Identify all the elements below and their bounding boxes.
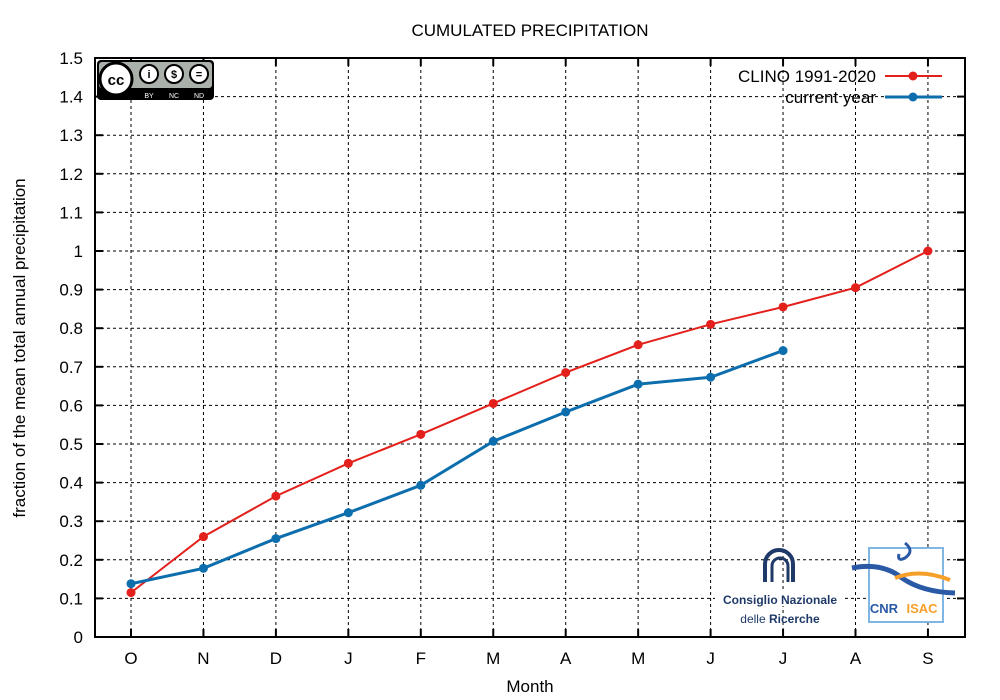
y-tick-label: 1.1 [59,203,83,222]
legend-label: CLINO 1991-2020 [738,67,876,86]
y-axis-label: fraction of the mean total annual precip… [10,178,29,517]
data-point [126,588,136,598]
svg-text:NC: NC [169,93,179,100]
y-tick-label: 1 [74,242,83,261]
svg-text:BY: BY [144,93,154,100]
x-tick-label: J [706,649,715,668]
data-point [343,508,353,518]
series-line-0 [130,250,929,594]
cc-license-logo: cc i $ = BY NC ND [97,60,214,100]
data-point [923,246,933,256]
grid [95,58,965,637]
cnr-logo: Consiglio Nazionale delle Ricerche [715,548,845,626]
y-tick-label: 0.1 [59,589,83,608]
y-tick-label: 0.7 [59,358,83,377]
series [126,246,933,598]
y-tick-label: 1.2 [59,165,83,184]
y-tick-label: 0.5 [59,435,83,454]
x-tick-label: S [922,649,933,668]
data-point [561,368,571,378]
x-tick-label: F [416,649,426,668]
x-tick-label: A [560,649,572,668]
svg-text:Consiglio Nazionale: Consiglio Nazionale [723,593,837,607]
data-point [416,429,426,439]
y-tick-label: 1.3 [59,126,83,145]
y-tick-label: 0.4 [59,474,83,493]
x-tick-label: J [344,649,353,668]
isac-logo: CNR ISAC [851,541,956,623]
svg-text:$: $ [171,69,177,81]
data-point [416,480,426,490]
y-tick-label: 0.9 [59,281,83,300]
legend-label: current year [785,88,876,107]
x-axis-label: Month [506,677,553,696]
data-point [271,534,281,544]
y-tick-label: 0.6 [59,396,83,415]
data-point [706,319,716,329]
x-tick-label: J [779,649,788,668]
data-point [126,579,136,589]
data-point [488,436,498,446]
svg-text:=: = [196,69,202,81]
svg-text:i: i [147,69,150,81]
y-tick-label: 0.2 [59,551,83,570]
data-point [633,379,643,389]
data-point [198,532,208,542]
svg-text:cc: cc [108,72,125,89]
legend: CLINO 1991-2020 current year [738,67,942,107]
series-line-1 [130,349,784,586]
data-point [778,302,788,312]
chart-title: CUMULATED PRECIPITATION [411,21,648,40]
y-tick-label: 0 [74,628,83,647]
y-tick-label: 1.5 [59,49,83,68]
data-point [851,283,860,293]
data-point [198,563,208,573]
svg-text:CNR: CNR [870,601,899,616]
x-tick-label: N [197,649,209,668]
x-tick-label: M [631,649,645,668]
x-tick-label: M [486,649,500,668]
data-point [778,346,788,356]
data-point [488,398,498,408]
plot-frame [94,57,966,638]
y-tick-label: 1.4 [59,88,83,107]
axis-ticks: 0 0.1 0.2 0.3 0.4 0.5 0.6 0.7 0.8 0.9 1 1.1 1.2 1.3 1.… [59,49,965,668]
x-tick-label: O [124,649,137,668]
legend-marker [908,71,918,81]
y-tick-label: 0.3 [59,512,83,531]
svg-text:ISAC: ISAC [906,601,938,616]
data-point [271,491,281,501]
svg-text:delle Ricerche: delle Ricerche [740,612,820,626]
legend-marker [908,92,918,102]
svg-text:ND: ND [194,93,204,100]
data-point [706,372,716,382]
x-tick-label: A [850,649,862,668]
data-point [561,407,571,417]
y-tick-label: 0.8 [59,319,83,338]
data-point [343,458,353,468]
x-tick-label: D [270,649,282,668]
data-point [633,340,643,350]
